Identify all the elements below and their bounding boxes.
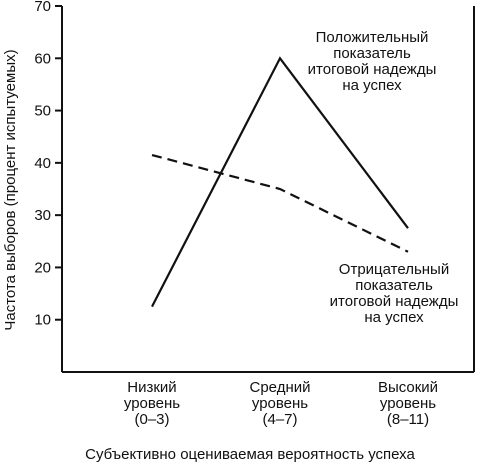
x-category-label: Высокий <box>378 379 438 396</box>
x-category-label: уровень <box>252 395 308 412</box>
series-annotation-line: итоговой надежды <box>330 293 459 310</box>
series-annotation-line: на успех <box>342 77 402 94</box>
y-tick-label: 60 <box>34 50 51 67</box>
x-category-label: Средний <box>250 379 311 396</box>
y-tick-label: 30 <box>34 207 51 224</box>
x-category-label: уровень <box>124 395 180 412</box>
y-tick-label: 40 <box>34 155 51 172</box>
x-category-label: уровень <box>380 395 436 412</box>
y-tick-label: 10 <box>34 312 51 329</box>
series-annotation-line: итоговой надежды <box>308 61 437 78</box>
series-annotation-line: на успех <box>364 309 424 326</box>
x-axis-title: Субъективно оцениваемая вероятность успе… <box>85 446 415 463</box>
series-line-negative <box>151 153 409 253</box>
x-category-label: Низкий <box>127 379 176 396</box>
x-category-label: (0–3) <box>134 411 169 428</box>
x-category-label: (4–7) <box>262 411 297 428</box>
x-category-labels: Низкийуровень(0–3)Среднийуровень(4–7)Выс… <box>124 379 438 428</box>
series-group <box>151 56 409 308</box>
series-annotation-line: показатель <box>333 45 411 62</box>
y-ticks: 10 20 30 40 50 60 70 <box>34 0 62 329</box>
y-tick-label: 50 <box>34 103 51 120</box>
series-line-positive <box>151 56 409 308</box>
x-category-label: (8–11) <box>387 411 429 428</box>
y-axis-title: Частота выборов (процент испытуемых) <box>2 49 19 330</box>
series-annotation-line: показатель <box>355 277 433 294</box>
series-annotation-line: Отрицательный <box>339 261 449 278</box>
series-annotation-line: Положительный <box>316 29 429 46</box>
y-tick-label: 70 <box>34 0 51 15</box>
y-tick-label: 20 <box>34 259 51 276</box>
